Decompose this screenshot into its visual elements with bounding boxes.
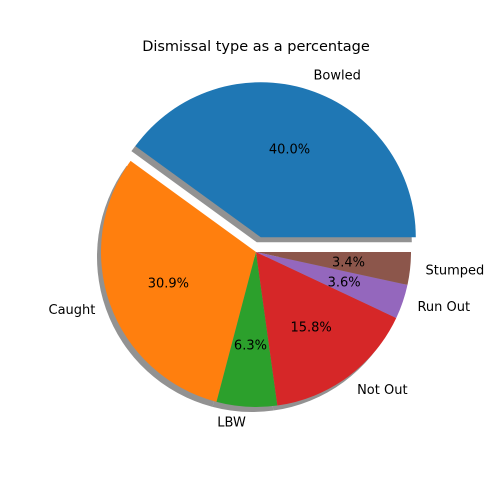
pie-slice-bowled[interactable] [135,82,416,238]
slice-value-lbw: 6.3% [234,338,267,353]
pie-slice-lbw[interactable] [216,252,278,408]
slice-value-not-out: 15.8% [290,320,331,335]
pie-slice-run-out[interactable] [256,252,408,318]
slice-value-stumped: 3.4% [332,255,365,270]
slice-label-not-out: Not Out [357,383,407,398]
slice-layer [100,82,416,408]
pie-slice-not-out[interactable] [256,252,397,406]
pie-slice-caught[interactable] [100,160,256,402]
pie-slice-stumped[interactable] [256,252,411,285]
chart-title: Dismissal type as a percentage [142,39,370,55]
label-layer: Bowled 40.0% Caught 30.9% LBW 6.3% Not Out 15.8… [49,69,485,431]
slice-value-run-out: 3.6% [328,275,361,290]
slice-label-bowled: Bowled [313,69,360,84]
slice-value-bowled: 40.0% [269,142,310,157]
slice-label-stumped: Stumped [426,264,485,279]
slice-label-caught: Caught [49,303,96,318]
slice-value-caught: 30.9% [148,277,189,292]
slice-label-lbw: LBW [217,416,246,431]
slice-label-run-out: Run Out [417,300,470,315]
